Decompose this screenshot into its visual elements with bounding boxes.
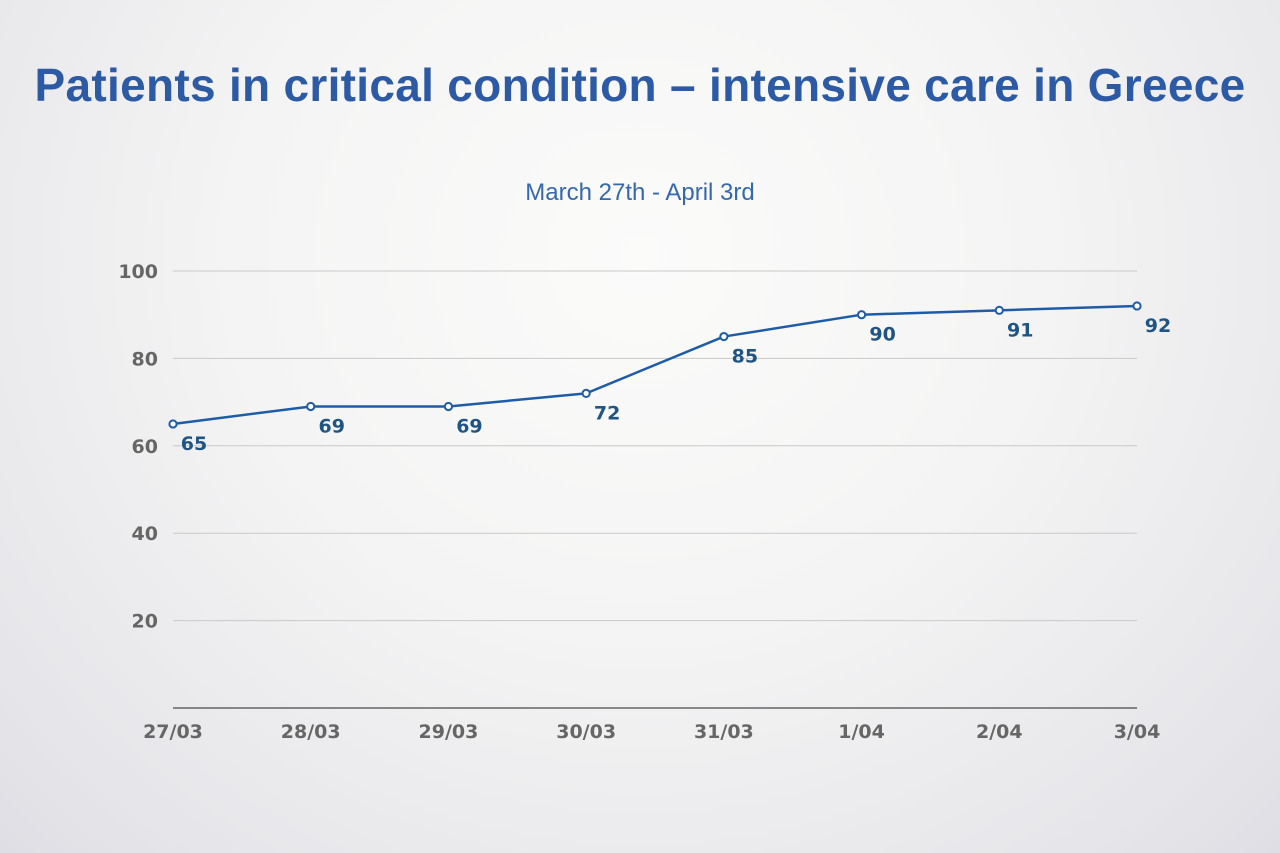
data-point bbox=[856, 310, 867, 320]
data-label: 90 bbox=[869, 324, 895, 346]
x-tick-label: 3/04 bbox=[1114, 721, 1161, 743]
axes: 20 40 60 80 100 27/03 28/03 29/03 30/03 31/03 1/04… bbox=[118, 261, 1160, 743]
x-tick-label: 2/04 bbox=[976, 721, 1023, 743]
x-tick-label: 1/04 bbox=[838, 721, 885, 743]
chart-title: Patients in critical condition – intensi… bbox=[34, 59, 1246, 111]
gridlines bbox=[173, 270, 1137, 622]
x-tick-label: 29/03 bbox=[419, 721, 479, 743]
data-label: 72 bbox=[594, 402, 620, 424]
data-label: 91 bbox=[1007, 319, 1033, 341]
y-tick-label: 60 bbox=[132, 436, 158, 458]
series bbox=[168, 301, 1142, 429]
data-point bbox=[168, 419, 178, 429]
chart-subtitle: March 27th - April 3rd bbox=[525, 179, 755, 206]
data-point bbox=[1132, 301, 1142, 311]
x-tick-label: 28/03 bbox=[281, 721, 341, 743]
y-tick-label: 20 bbox=[132, 611, 158, 633]
data-point bbox=[994, 305, 1004, 315]
data-point bbox=[719, 331, 729, 342]
x-tick-label: 31/03 bbox=[694, 721, 754, 743]
series-line bbox=[172, 304, 1138, 426]
data-label: 92 bbox=[1145, 315, 1171, 337]
data-point bbox=[443, 401, 454, 412]
y-tick-label: 100 bbox=[118, 261, 158, 283]
data-label: 85 bbox=[732, 346, 758, 368]
data-label: 69 bbox=[318, 415, 344, 437]
x-tick-label: 30/03 bbox=[556, 721, 616, 743]
y-tick-label: 80 bbox=[132, 348, 158, 370]
data-label: 65 bbox=[181, 433, 207, 455]
y-tick-label: 40 bbox=[132, 523, 158, 545]
data-point bbox=[306, 401, 316, 412]
x-tick-label: 27/03 bbox=[143, 721, 203, 743]
data-point bbox=[581, 388, 591, 398]
data-label: 69 bbox=[456, 415, 482, 437]
data-labels: 65 69 69 72 85 90 91 92 bbox=[181, 315, 1171, 455]
